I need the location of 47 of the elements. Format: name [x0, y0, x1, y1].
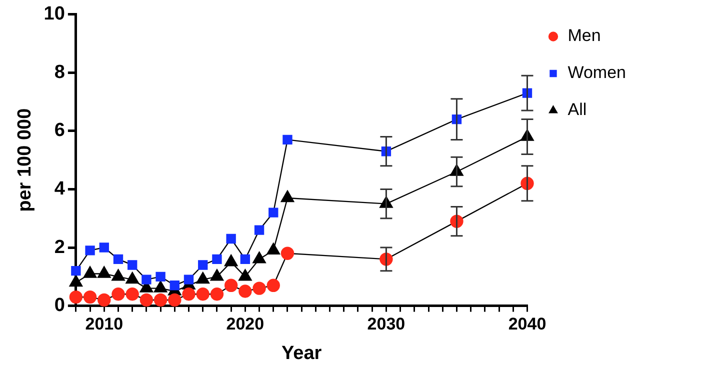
point: [268, 208, 278, 218]
point: [142, 274, 152, 284]
y-axis-title: per 100 000: [14, 108, 36, 212]
point: [113, 254, 124, 264]
point: [71, 266, 81, 276]
point: [196, 288, 210, 301]
point: [126, 288, 139, 301]
point: [282, 134, 292, 145]
point: [182, 288, 196, 301]
y-tick-label: 4: [54, 178, 66, 200]
point: [168, 293, 182, 307]
x-tick-label: 2010: [85, 314, 124, 334]
point: [170, 280, 180, 290]
point: [99, 242, 109, 252]
y-tick-label: 8: [54, 62, 65, 83]
point: [69, 290, 83, 304]
legend-label: Men: [568, 26, 601, 46]
point: [156, 272, 166, 282]
point: [238, 284, 252, 298]
y-tick-label: 2: [54, 236, 65, 258]
point: [112, 288, 125, 301]
point: [266, 278, 280, 292]
y-tick-label: 0: [54, 295, 65, 316]
point: [252, 282, 266, 295]
point: [85, 246, 95, 256]
point: [254, 225, 264, 235]
point: [184, 274, 194, 284]
point: [226, 234, 236, 244]
legend-label: All: [568, 100, 587, 120]
x-tick-label: 2040: [508, 314, 546, 334]
x-axis-title: Year: [282, 342, 322, 364]
y-tick-label: 6: [54, 120, 65, 142]
point: [128, 260, 138, 270]
point: [83, 290, 97, 304]
x-tick-label: 2030: [367, 314, 406, 334]
y-tick-label: 10: [44, 4, 65, 25]
point: [224, 278, 238, 292]
point: [140, 293, 154, 307]
point: [98, 293, 111, 307]
point: [154, 293, 168, 307]
point: [212, 254, 222, 264]
point: [210, 288, 224, 301]
point: [240, 254, 250, 264]
x-tick-label: 2020: [226, 314, 264, 334]
point: [280, 246, 294, 260]
point: [198, 260, 208, 270]
legend-label: Women: [568, 63, 626, 82]
